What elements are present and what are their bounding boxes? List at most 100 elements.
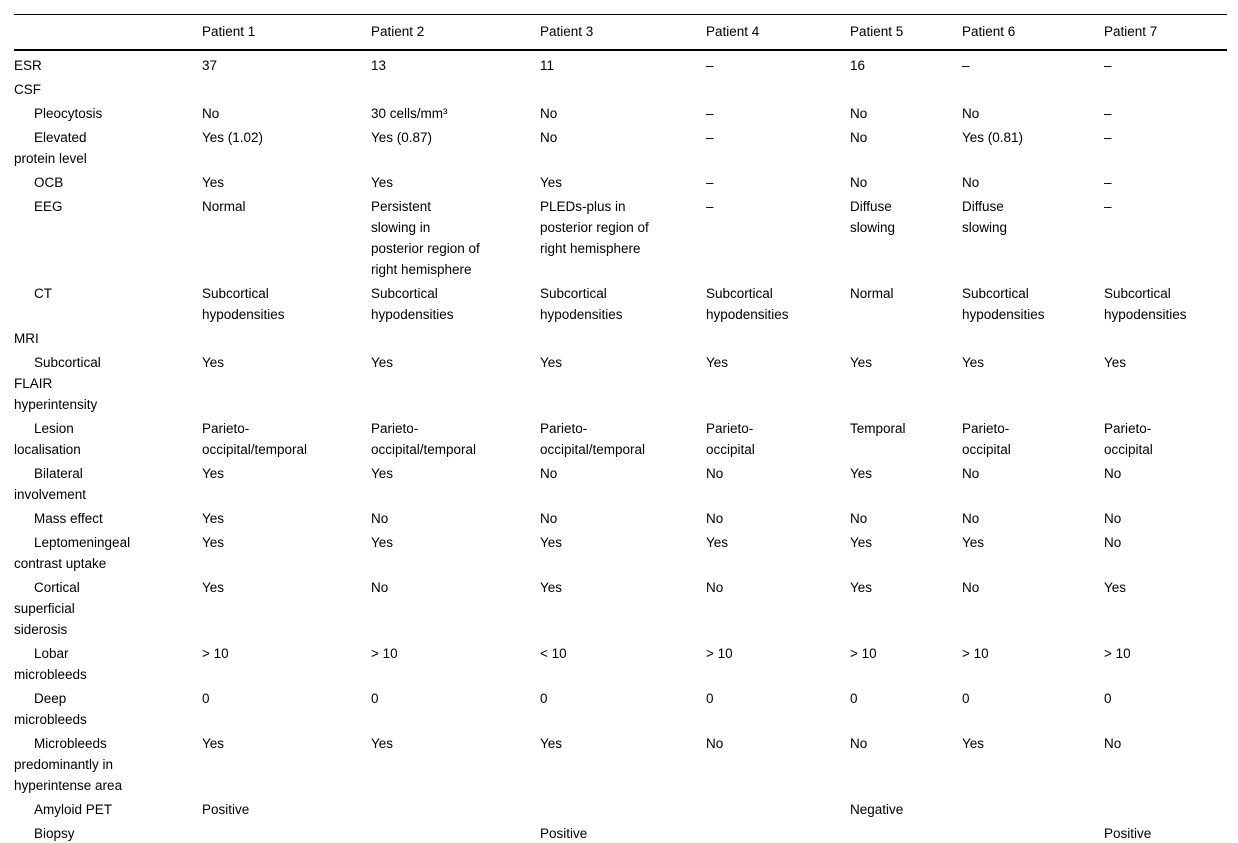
table-cell: No (202, 106, 220, 121)
table-cell: Yes (202, 175, 225, 190)
table-cell: No (371, 580, 389, 595)
table-cell: Yes (0.81) (962, 130, 1024, 145)
table-cell: No (540, 106, 558, 121)
header-label-cell (14, 14, 202, 51)
row-label: MRI (14, 331, 39, 346)
table-cell (1104, 796, 1227, 820)
table-cell (371, 796, 540, 820)
table-cell: – (1104, 58, 1112, 73)
table-cell: Yes (1104, 355, 1127, 370)
table-cell: > 10 (706, 646, 733, 661)
table-cell (1104, 325, 1227, 349)
table-cell: Yes (706, 355, 729, 370)
table-cell: > 10 (962, 646, 989, 661)
table-body: ESR 37 13 11 – 16 – – CSF Pleocytosis No 30 cells/m… (14, 50, 1227, 843)
row-label: Elevated protein level (14, 130, 87, 166)
table-cell: No (850, 130, 868, 145)
table-row: Pleocytosis No 30 cells/mm³ No – No No – (14, 100, 1227, 124)
row-label: Deep microbleeds (14, 691, 87, 727)
table-row: Cortical superficial siderosis Yes No Yes No… (14, 574, 1227, 640)
header-row: Patient 1 Patient 2 Patient 3 Patient 4 … (14, 14, 1227, 51)
table-cell: Parieto- occipital (1104, 421, 1153, 457)
row-label: CSF (14, 82, 41, 97)
table-cell: No (540, 466, 558, 481)
row-label: Lobar microbleeds (14, 646, 87, 682)
table-cell: Yes (706, 535, 729, 550)
table-cell: Subcortical hypodensities (1104, 286, 1187, 322)
table-cell (962, 325, 1104, 349)
table-row: Amyloid PET Positive Negative (14, 796, 1227, 820)
table-cell: Subcortical hypodensities (962, 286, 1045, 322)
table-cell: Parieto- occipital (962, 421, 1011, 457)
table-cell (371, 76, 540, 100)
table-cell: Yes (202, 580, 225, 595)
table-cell: No (540, 130, 558, 145)
table-cell: No (1104, 736, 1122, 751)
table-cell: 0 (706, 691, 714, 706)
table-cell: 30 cells/mm³ (371, 106, 448, 121)
table-cell: 0 (371, 691, 379, 706)
table-cell: No (962, 175, 980, 190)
table-cell: No (962, 466, 980, 481)
table-cell: Yes (202, 511, 225, 526)
table-row: Mass effect Yes No No No No No No (14, 505, 1227, 529)
row-label: Lesion localisation (14, 421, 81, 457)
table-cell: Positive (202, 802, 250, 817)
table-cell (540, 76, 706, 100)
table-cell (202, 76, 371, 100)
table-cell: – (706, 106, 714, 121)
table-row: CT Subcortical hypodensities Subcortical h… (14, 280, 1227, 325)
table-cell (202, 820, 371, 843)
table-cell (962, 76, 1104, 100)
table-cell: 13 (371, 58, 387, 73)
table-cell: Yes (962, 355, 985, 370)
table-cell: – (1104, 130, 1112, 145)
table-cell: Yes (371, 175, 394, 190)
table-cell (850, 325, 962, 349)
table-cell: Subcortical hypodensities (706, 286, 789, 322)
row-label: Microbleeds predominantly in hyperintens… (14, 736, 123, 793)
table-cell: No (706, 511, 724, 526)
table-cell: Normal (202, 199, 246, 214)
table-row: Leptomeningeal contrast uptake Yes Yes Yes Y… (14, 529, 1227, 574)
table-cell: Yes (371, 466, 394, 481)
table-cell (850, 76, 962, 100)
table-cell: Yes (1104, 580, 1127, 595)
table-cell: Yes (202, 535, 225, 550)
table-cell: – (706, 58, 714, 73)
table-cell (706, 796, 850, 820)
table-cell: 37 (202, 58, 218, 73)
table-cell: Yes (850, 580, 873, 595)
section-row: MRI (14, 325, 1227, 349)
table-cell: 11 (540, 58, 555, 73)
row-label: Amyloid PET (34, 802, 113, 817)
column-header-patient-7: Patient 7 (1104, 14, 1227, 51)
table-cell: > 10 (1104, 646, 1131, 661)
table-cell: – (1104, 175, 1112, 190)
row-label: Biopsy (34, 826, 75, 841)
table-cell: Negative (850, 802, 904, 817)
table-cell: Subcortical hypodensities (371, 286, 454, 322)
table-cell (540, 796, 706, 820)
table-cell: Yes (202, 466, 225, 481)
table-cell: 0 (202, 691, 210, 706)
table-cell: Parieto- occipital/temporal (202, 421, 308, 457)
table-cell: Yes (371, 355, 394, 370)
table-cell: Normal (850, 286, 894, 301)
table-cell: – (706, 199, 714, 214)
column-header-patient-4: Patient 4 (706, 14, 850, 51)
table-cell (850, 820, 962, 843)
table-row: Lobar microbleeds > 10 > 10 < 10 > 10 > 10 > 1… (14, 640, 1227, 685)
table-row: Deep microbleeds 0 0 0 0 0 0 0 (14, 685, 1227, 730)
table-cell: Yes (540, 175, 563, 190)
table-cell: > 10 (202, 646, 229, 661)
table-row: Elevated protein level Yes (1.02) Yes (0.8… (14, 124, 1227, 169)
table-cell: 0 (540, 691, 548, 706)
table-cell: 0 (962, 691, 970, 706)
table-cell: Yes (850, 355, 873, 370)
table-cell: No (1104, 466, 1122, 481)
table-row: ESR 37 13 11 – 16 – – (14, 50, 1227, 76)
table-cell: – (1104, 199, 1112, 214)
row-label: Subcortical FLAIR hyperintensity (14, 355, 101, 412)
